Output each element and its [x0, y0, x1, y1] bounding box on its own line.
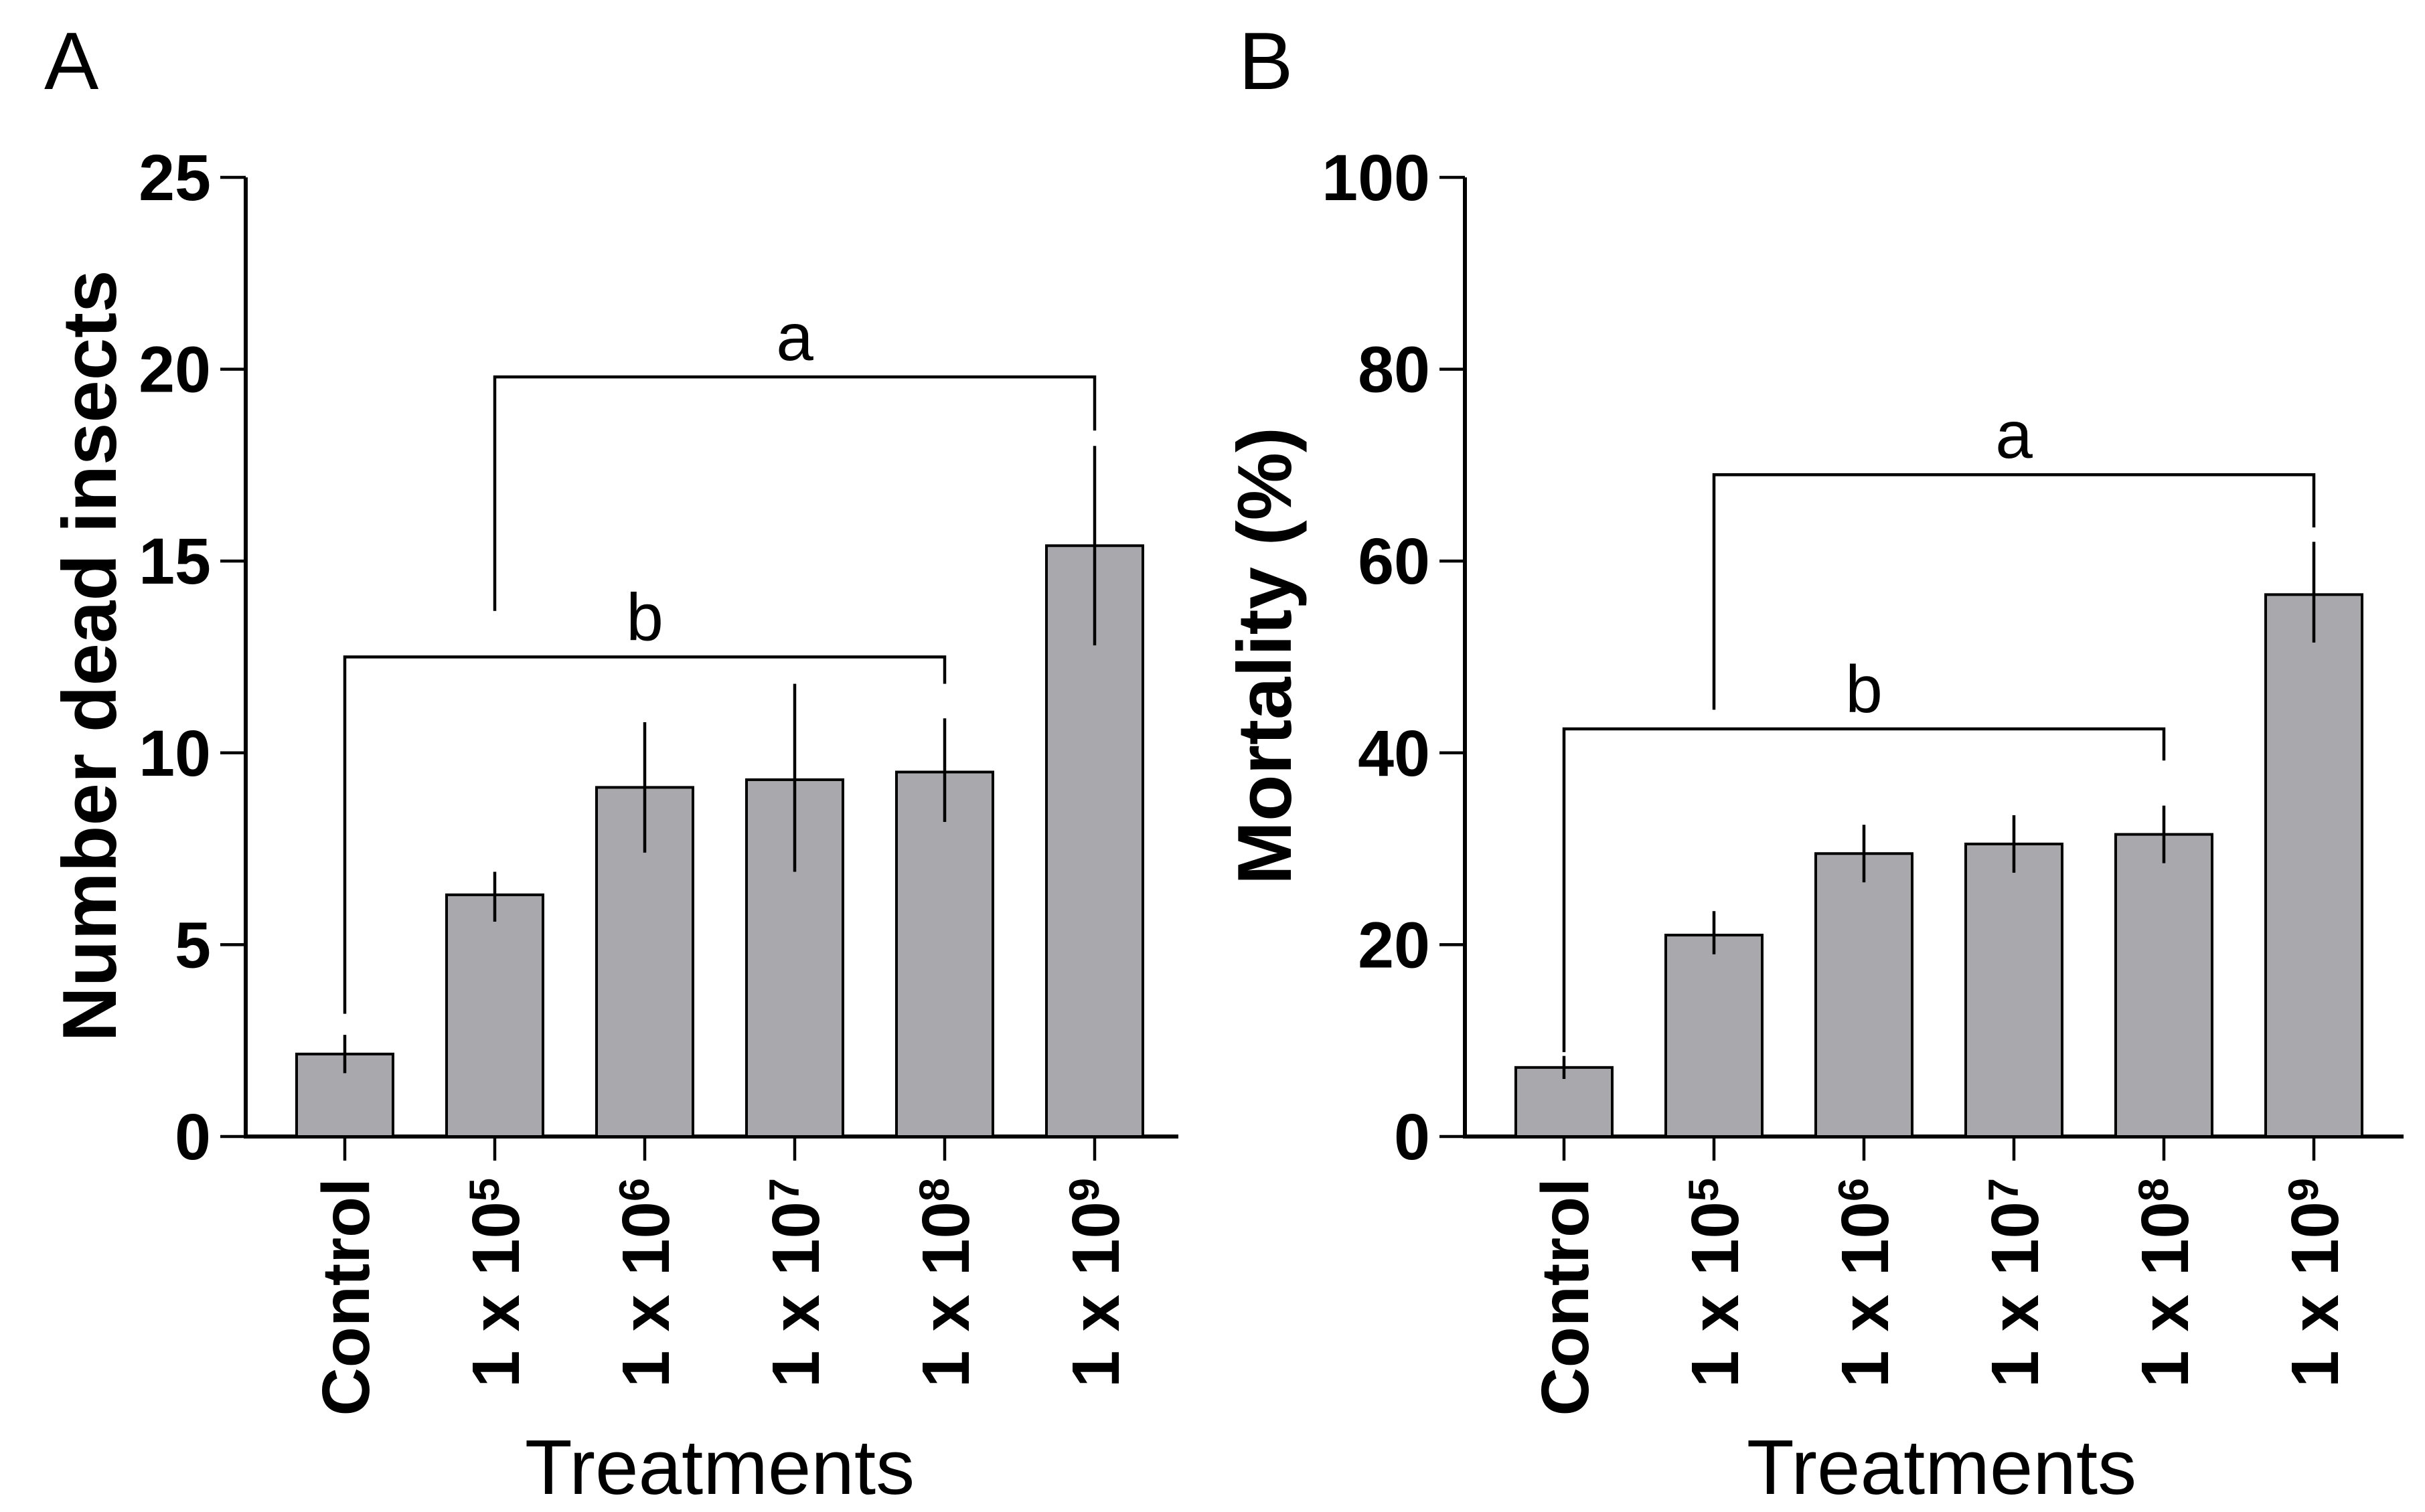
bracket-label: b: [626, 580, 663, 655]
y-tick-label: 40: [1358, 717, 1430, 790]
x-axis-title-treatments-b: Treatments: [1746, 1424, 2137, 1511]
category-label: 1 x 109: [2278, 1178, 2353, 1388]
y-tick-label: 5: [175, 908, 211, 981]
category-label: 1 x 108: [909, 1178, 984, 1388]
panel-a-chart: 0 5 10 15 20 25 Control 1 x 105 1 x 106 1 x 107 1 …: [139, 141, 1178, 1416]
bracket-label: a: [776, 300, 813, 375]
category-label: 1 x 107: [759, 1178, 834, 1388]
bracket-label: a: [1995, 398, 2033, 473]
significance-bracket: [1712, 473, 2316, 710]
bar: [895, 770, 994, 1138]
y-tick-label: 100: [1322, 141, 1430, 214]
panel-b-letter: B: [1239, 15, 1294, 106]
bar: [2114, 833, 2213, 1138]
panel-a-letter: A: [44, 15, 99, 106]
bar: [1964, 842, 2063, 1139]
bracket-label: b: [1845, 652, 1883, 727]
significance-bracket: [493, 375, 1097, 611]
bar: [1664, 934, 1764, 1138]
y-tick-label: 20: [139, 333, 211, 406]
y-tick-label: 20: [1358, 908, 1430, 981]
y-tick-label: 25: [139, 141, 211, 214]
category-label: 1 x 107: [1978, 1178, 2053, 1388]
y-axis-title-mortality: Mortality (%): [1223, 427, 1308, 885]
y-tick-label: 0: [175, 1100, 211, 1173]
category-label: 1 x 106: [609, 1178, 684, 1388]
y-tick-label: 0: [1394, 1100, 1430, 1173]
y-axis-title-number-dead-insects: Number dead insects: [48, 270, 133, 1042]
category-label: 1 x 105: [459, 1178, 534, 1388]
significance-bracket: [1562, 727, 2166, 1052]
significance-bracket: [343, 655, 947, 1014]
category-label: 1 x 108: [2128, 1178, 2203, 1388]
category-label: Control: [1528, 1178, 1603, 1416]
category-label: Control: [309, 1178, 384, 1416]
category-label: 1 x 106: [1828, 1178, 1903, 1388]
bar: [2264, 593, 2363, 1138]
y-tick-label: 60: [1358, 525, 1430, 598]
axis-lines: [1463, 177, 2404, 1139]
panel-b-chart: 0 20 40 60 80 100 Control 1 x 105 1 x 106 1 x 107…: [1322, 141, 2404, 1416]
x-axis-title-treatments-a: Treatments: [524, 1424, 915, 1511]
category-label: 1 x 105: [1678, 1178, 1753, 1388]
bar: [445, 893, 544, 1139]
y-tick-label: 10: [139, 717, 211, 790]
category-label: 1 x 109: [1059, 1178, 1133, 1388]
bar: [1814, 852, 1913, 1138]
y-tick-label: 80: [1358, 333, 1430, 406]
y-tick-label: 15: [139, 525, 211, 598]
